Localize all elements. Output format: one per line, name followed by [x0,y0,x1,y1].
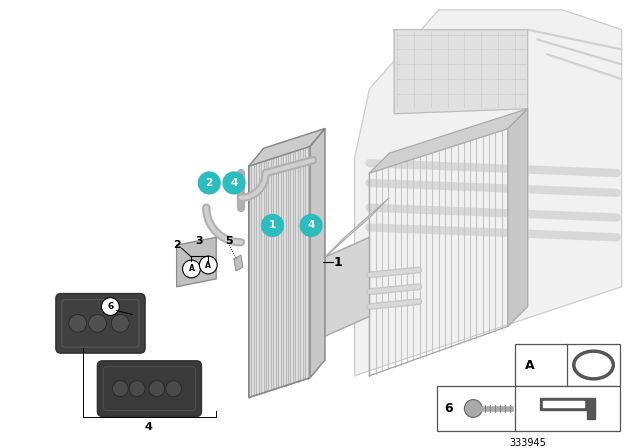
Text: A: A [189,264,195,273]
Circle shape [102,297,119,315]
Polygon shape [394,30,527,114]
Text: 2: 2 [173,240,180,250]
Circle shape [465,400,482,418]
Text: A: A [205,260,211,270]
Text: 2: 2 [205,178,213,188]
FancyBboxPatch shape [56,294,145,353]
Polygon shape [249,146,310,397]
Polygon shape [355,10,621,376]
Text: 4: 4 [230,178,237,188]
Polygon shape [508,109,527,326]
Polygon shape [310,129,325,378]
Circle shape [166,381,182,396]
Circle shape [300,215,322,237]
FancyBboxPatch shape [436,386,620,431]
Text: 1: 1 [269,220,276,230]
Text: 333945: 333945 [509,438,547,448]
Circle shape [182,260,200,278]
FancyBboxPatch shape [515,344,620,386]
Polygon shape [543,401,584,406]
Circle shape [113,381,128,396]
Text: 6: 6 [108,302,113,311]
Circle shape [200,256,217,274]
Text: 1: 1 [333,255,342,268]
Circle shape [111,314,129,332]
Text: A: A [525,358,535,371]
Polygon shape [325,237,369,336]
Polygon shape [249,129,325,166]
Circle shape [149,381,164,396]
Text: 4: 4 [145,422,153,432]
Polygon shape [234,255,243,271]
Circle shape [262,215,284,237]
Circle shape [223,172,245,194]
Circle shape [88,314,106,332]
Polygon shape [177,237,216,287]
Polygon shape [540,398,595,419]
Polygon shape [369,109,527,173]
Polygon shape [325,198,389,257]
Circle shape [69,314,86,332]
Text: 6: 6 [445,402,453,415]
Text: 4: 4 [307,220,315,230]
Text: 5: 5 [225,236,233,246]
Text: 3: 3 [196,236,203,246]
Circle shape [198,172,220,194]
Circle shape [129,381,145,396]
FancyBboxPatch shape [97,361,202,416]
